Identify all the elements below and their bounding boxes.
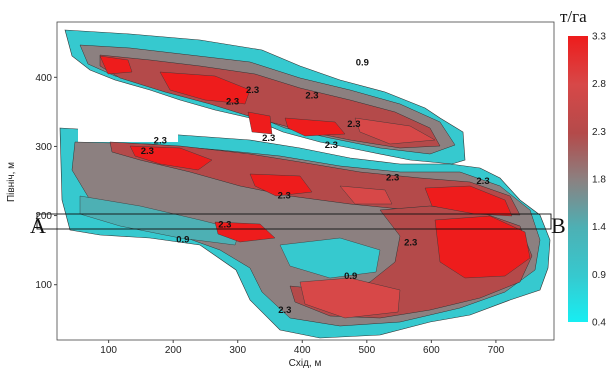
contour-label: 0.9 — [356, 58, 369, 69]
contour-label: 2.3 — [141, 146, 154, 157]
south-core-4 — [434, 215, 531, 279]
legend-colorbar — [568, 36, 588, 322]
x-axis-ticks: 100 200 300 400 500 600 700 — [100, 340, 505, 356]
y-tick-label: 300 — [35, 142, 52, 153]
contour-label: 2.3 — [476, 176, 489, 187]
south-core-2 — [249, 173, 313, 197]
south-low-patch-1 — [79, 195, 241, 246]
x-tick-label: 700 — [488, 345, 505, 356]
section-end-label: B — [551, 213, 566, 238]
north-core-3 — [284, 117, 346, 137]
x-axis-title: Схід, м — [289, 358, 322, 369]
legend-tick-label: 1.8 — [592, 175, 606, 186]
x-tick-label: 200 — [165, 345, 182, 356]
south-core-5 — [299, 277, 401, 319]
contour-label: 2.3 — [305, 91, 318, 102]
contour-label: 2.3 — [154, 136, 167, 147]
x-tick-label: 500 — [358, 345, 375, 356]
contour-label: 2.3 — [404, 237, 417, 248]
south-low-patch-2 — [279, 237, 381, 279]
x-tick-label: 300 — [229, 345, 246, 356]
contour-label: 2.3 — [226, 96, 239, 107]
y-axis-ticks: 100 200 300 400 — [35, 73, 57, 291]
north-core-2 — [247, 111, 273, 135]
contour-label: 2.3 — [278, 190, 291, 201]
contour-label: 2.3 — [347, 119, 360, 130]
legend-title: т/га — [560, 7, 587, 26]
south-core-1 — [129, 145, 213, 171]
contour-label: 2.3 — [325, 140, 338, 151]
north-core-5 — [99, 55, 133, 75]
x-tick-label: 400 — [294, 345, 311, 356]
y-tick-label: 200 — [35, 211, 52, 222]
contour-label: 2.3 — [218, 219, 231, 230]
legend-tick-label: 1.4 — [592, 222, 606, 233]
contour-label: 2.3 — [386, 172, 399, 183]
legend-tick-label: 3.3 — [592, 32, 606, 43]
contour-label: 2.3 — [278, 305, 291, 316]
north-core-4 — [354, 117, 436, 145]
north-core-1 — [159, 71, 251, 105]
section-start-label: A — [30, 213, 46, 238]
x-tick-label: 100 — [100, 345, 117, 356]
contour-label: 0.9 — [344, 271, 357, 282]
y-tick-label: 400 — [35, 73, 52, 84]
contour-label-layer: 0.92.32.32.32.32.32.32.32.32.3 2.32.32.30… — [141, 58, 490, 316]
contour-label: 2.3 — [262, 133, 275, 144]
legend-tick-labels: 3.3 2.8 2.3 1.8 1.4 0.9 0.4 — [592, 32, 606, 329]
y-tick-label: 100 — [35, 280, 52, 291]
x-tick-label: 600 — [423, 345, 440, 356]
y-axis-title: Північ, м — [6, 162, 17, 202]
field-map — [59, 29, 551, 339]
legend-tick-label: 2.8 — [592, 79, 606, 90]
legend-tick-label: 0.4 — [592, 318, 606, 329]
section-line-band — [36, 213, 552, 230]
south-core-7 — [339, 185, 393, 205]
field-gap — [78, 126, 178, 142]
contour-label: 2.3 — [246, 85, 259, 96]
legend-tick-label: 2.3 — [592, 127, 606, 138]
south-core-3 — [424, 185, 513, 217]
south-core-6 — [214, 221, 276, 243]
contour-label: 0.9 — [176, 235, 189, 246]
legend-tick-label: 0.9 — [592, 270, 606, 281]
